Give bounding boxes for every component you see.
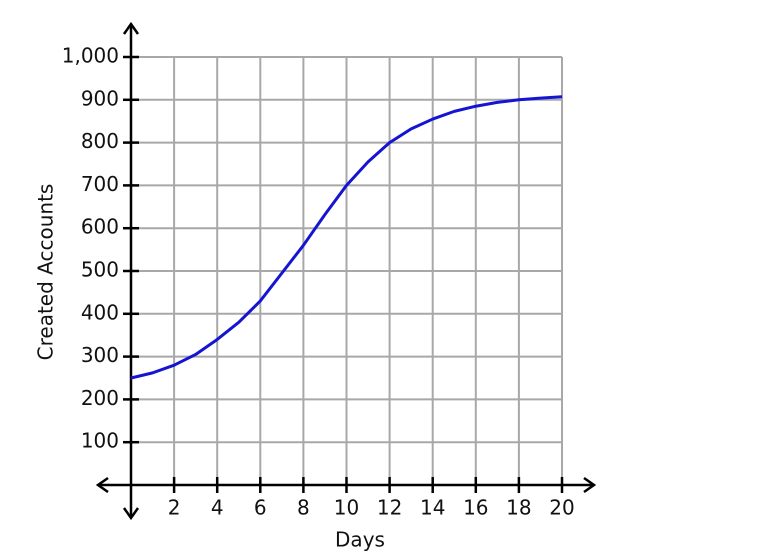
- x-tick-label: 20: [549, 496, 574, 520]
- y-tick-label: 900: [81, 86, 119, 110]
- y-tick-label: 800: [81, 129, 119, 153]
- line-series: [130, 95, 563, 380]
- x-tick-label: 10: [334, 496, 359, 520]
- x-tick-label: 8: [297, 496, 310, 520]
- y-tick-label: 200: [81, 386, 119, 410]
- x-tick-label: 16: [463, 496, 488, 520]
- y-tick-label: 300: [81, 343, 119, 367]
- x-tick-label: 18: [506, 496, 531, 520]
- x-tick-label: 4: [211, 496, 224, 520]
- y-tick-label: 600: [81, 215, 119, 239]
- x-tick-label: 6: [254, 496, 267, 520]
- x-tick-label: 2: [168, 496, 181, 520]
- x-tick-label: 12: [377, 496, 402, 520]
- x-axis-label: Days: [335, 528, 385, 552]
- arrow: [95, 476, 597, 494]
- y-tick-label: 500: [81, 258, 119, 282]
- y-tick-label: 700: [81, 172, 119, 196]
- y-tick-label: 100: [81, 429, 119, 453]
- arrow: [122, 21, 140, 521]
- y-axis-label: Created Accounts: [34, 184, 58, 361]
- y-tick-label: 400: [81, 300, 119, 324]
- y-tick-label: 1,000: [62, 44, 119, 68]
- x-tick-label: 14: [420, 496, 445, 520]
